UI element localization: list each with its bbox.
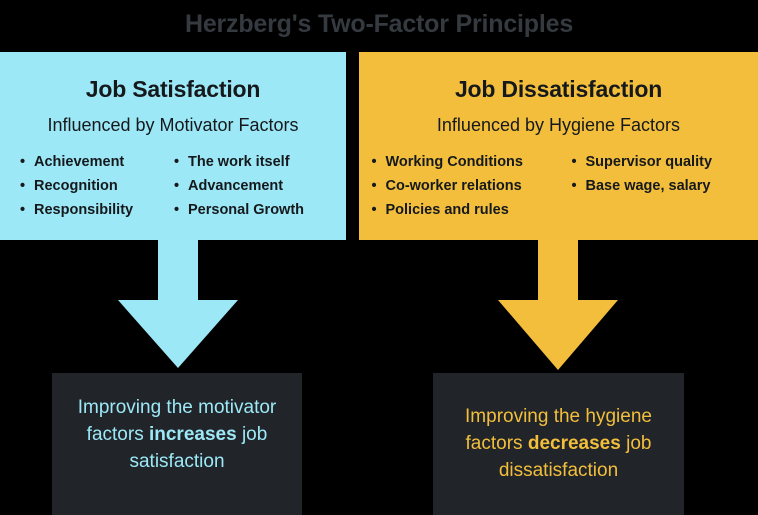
result-text-before: Improving the motivator factors	[77, 397, 277, 445]
bullet-dot-icon: •	[20, 178, 26, 194]
bullet-column-right-dissatisfaction: • Supervisor quality • Base wage, salary	[572, 150, 752, 222]
panel-heading-satisfaction: Job Satisfaction	[85, 76, 261, 102]
bullet-dot-icon: •	[20, 202, 26, 218]
result-text-after: job satisfaction	[129, 424, 268, 472]
bullet-dot-icon: •	[174, 154, 180, 170]
panel-heading-dissatisfaction: Job Dissatisfaction	[454, 76, 663, 102]
bullet-dot-icon: •	[174, 178, 180, 194]
list-item: • Supervisor quality	[572, 150, 752, 174]
list-item-label: Achievement	[34, 154, 125, 170]
bullet-dot-icon: •	[371, 154, 377, 170]
panel-job-dissatisfaction: Job Dissatisfaction Influenced by Hygien…	[359, 52, 758, 240]
result-text-emphasis: increases	[148, 424, 237, 445]
bullet-column-left-dissatisfaction: • Working Conditions • Co-worker relatio…	[372, 150, 572, 222]
bullet-dot-icon: •	[571, 178, 577, 194]
down-arrow-icon-dissatisfaction	[498, 240, 618, 370]
result-box-dissatisfaction: Improving the hygiene factors decreases …	[433, 373, 684, 515]
bullet-dot-icon: •	[371, 202, 377, 218]
list-item-label: Base wage, salary	[585, 178, 711, 194]
bullet-column-right-satisfaction: • The work itself • Advancement • Person…	[174, 150, 334, 222]
panel-subheading-satisfaction: Influenced by Motivator Factors	[47, 115, 299, 135]
result-text-before: Improving the hygiene factors	[465, 406, 652, 454]
page-title: Herzberg's Two-Factor Principles	[184, 10, 574, 38]
list-item: • Recognition	[20, 174, 174, 198]
bullet-dot-icon: •	[371, 178, 377, 194]
list-item-label: Co-worker relations	[385, 178, 522, 194]
bullet-dot-icon: •	[20, 154, 26, 170]
list-item-label: Working Conditions	[385, 154, 523, 170]
list-item: • Responsibility	[20, 198, 174, 222]
result-text-after: job dissatisfaction	[498, 433, 652, 481]
list-item: • Personal Growth	[174, 198, 334, 222]
panel-job-satisfaction: Job Satisfaction Influenced by Motivator…	[0, 52, 346, 240]
list-item: • Co-worker relations	[372, 174, 572, 198]
list-item: • Base wage, salary	[572, 174, 752, 198]
list-item: • Achievement	[20, 150, 174, 174]
list-item-label: Advancement	[188, 178, 284, 194]
result-text-dissatisfaction: Improving the hygiene factors decreases …	[433, 403, 684, 484]
list-item-label: Recognition	[34, 178, 118, 194]
result-text-satisfaction: Improving the motivator factors increase…	[52, 394, 302, 475]
list-item-label: The work itself	[188, 154, 290, 170]
list-item: • Advancement	[174, 174, 334, 198]
list-item-label: Policies and rules	[385, 202, 509, 218]
bullet-dot-icon: •	[174, 202, 180, 218]
result-text-emphasis: decreases	[527, 433, 621, 454]
list-item-label: Personal Growth	[188, 202, 305, 218]
panel-subheading-dissatisfaction: Influenced by Hygiene Factors	[436, 115, 681, 135]
list-item: • Policies and rules	[372, 198, 572, 222]
result-box-satisfaction: Improving the motivator factors increase…	[52, 373, 302, 515]
list-item-label: Supervisor quality	[585, 154, 713, 170]
bullet-column-left-satisfaction: • Achievement • Recognition • Responsibi…	[20, 150, 174, 222]
bullet-columns-satisfaction: • Achievement • Recognition • Responsibi…	[0, 150, 346, 222]
bullet-dot-icon: •	[571, 154, 577, 170]
list-item-label: Responsibility	[34, 202, 134, 218]
down-arrow-icon-satisfaction	[118, 240, 238, 368]
bullet-columns-dissatisfaction: • Working Conditions • Co-worker relatio…	[359, 150, 758, 222]
list-item: • The work itself	[174, 150, 334, 174]
list-item: • Working Conditions	[372, 150, 572, 174]
